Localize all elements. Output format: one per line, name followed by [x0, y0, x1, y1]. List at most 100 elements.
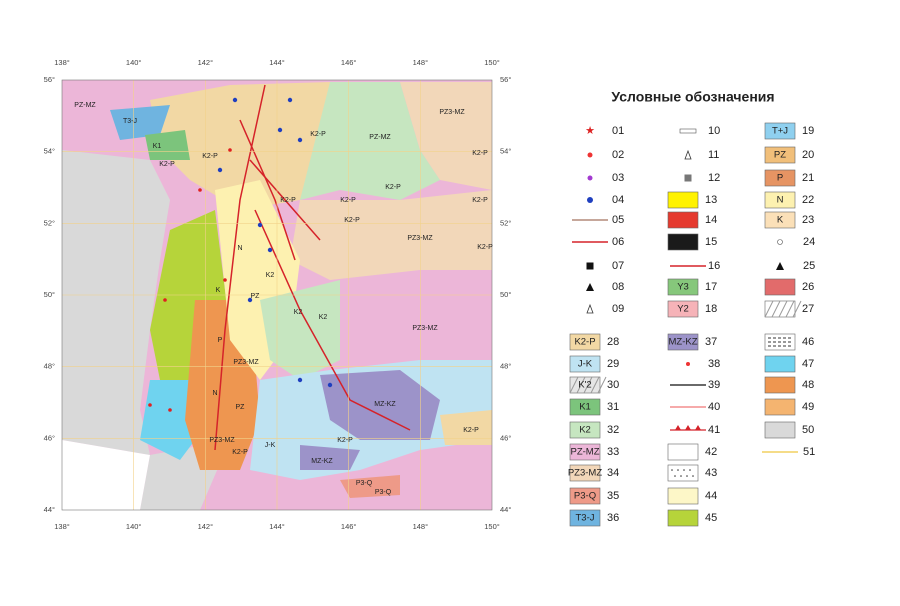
legend-number: 43	[705, 467, 717, 479]
symbol	[776, 262, 784, 270]
legend-number: 46	[802, 336, 814, 348]
region	[145, 130, 190, 160]
legend-code: Y3	[677, 282, 689, 293]
legend-number: 49	[802, 401, 814, 413]
lon-label: 148°	[413, 58, 429, 67]
map-label: N	[237, 245, 242, 252]
region	[320, 370, 440, 440]
map-label: P3-Q	[375, 489, 392, 496]
map-label: K2-P	[280, 197, 296, 204]
legend-number: 14	[705, 214, 717, 226]
map-label: K2-P	[344, 217, 360, 224]
fault	[239, 119, 296, 261]
legend-number: 12	[708, 172, 720, 184]
legend-number: 38	[708, 358, 720, 370]
occurrence	[297, 137, 303, 143]
legend-code: K'2	[578, 380, 591, 391]
legend-number: 07	[612, 260, 624, 272]
legend-number: 36	[607, 512, 619, 524]
legend-code: MZ-KZ	[668, 337, 697, 348]
legend-swatch	[764, 355, 796, 373]
region	[300, 445, 360, 470]
region	[290, 190, 492, 280]
grid	[62, 80, 492, 510]
map-label: MZ-KZ	[374, 401, 396, 408]
lat-label: 46°	[500, 433, 511, 442]
map-label: K1	[153, 143, 162, 150]
symbol	[587, 152, 593, 158]
lat-label: 56°	[44, 75, 55, 84]
hatch	[771, 300, 781, 318]
legend-number: 21	[802, 172, 814, 184]
legend-swatch	[667, 509, 699, 527]
symbol	[587, 197, 593, 203]
legend-swatch	[667, 278, 699, 296]
legend-code: K2	[579, 425, 591, 436]
legend-number: 03	[612, 172, 624, 184]
map-label: K2-P	[310, 131, 326, 138]
legend-code: Y2	[677, 304, 689, 315]
legend-number: 33	[607, 446, 619, 458]
legend-number: 31	[607, 401, 619, 413]
lon-label: 140°	[126, 58, 142, 67]
legend-swatch	[764, 122, 796, 140]
lat-label: 48°	[44, 362, 55, 371]
legend-number: 24	[803, 236, 815, 248]
sea	[62, 440, 150, 510]
legend-number: 51	[803, 446, 815, 458]
lon-label: 144°	[269, 522, 285, 531]
lon-label: 142°	[198, 522, 214, 531]
legend-number: 18	[705, 303, 717, 315]
legend-code: T+J	[772, 126, 788, 137]
fault	[214, 84, 266, 451]
pattern	[683, 469, 685, 471]
legend-swatch	[764, 398, 796, 416]
legend-number: 17	[705, 281, 717, 293]
lat-label: 56°	[500, 75, 511, 84]
legend-swatch	[667, 487, 699, 505]
legend-number: 30	[607, 379, 619, 391]
symbol	[586, 262, 594, 270]
occurrence	[223, 278, 227, 282]
map-label: T3-J	[123, 118, 137, 125]
legend-swatch	[764, 191, 796, 209]
map-label: K2-P	[472, 150, 488, 157]
legend-number: 05	[612, 214, 624, 226]
map-label: PZ3-MZ	[439, 109, 465, 116]
symbol	[586, 283, 594, 291]
map-label: P	[218, 337, 223, 344]
map-label: PZ-MZ	[369, 134, 391, 141]
legend-swatch	[764, 376, 796, 394]
legend-swatch	[569, 509, 601, 527]
hatch	[576, 376, 586, 394]
region	[340, 475, 400, 498]
map-label: K2-P	[202, 153, 218, 160]
legend-swatch	[764, 278, 796, 296]
legend-number: 48	[802, 379, 814, 391]
legend-number: 13	[705, 194, 717, 206]
legend-code: J-K	[578, 359, 593, 370]
map-label: K2-P	[477, 244, 493, 251]
map	[61, 79, 493, 511]
map-label: N	[212, 390, 217, 397]
legend-swatch	[667, 333, 699, 351]
hatch	[583, 376, 593, 394]
legend-swatch	[764, 146, 796, 164]
hatch	[764, 300, 774, 318]
legend-number: 28	[607, 336, 619, 348]
region	[150, 82, 340, 210]
legend-code: K2-P	[574, 337, 595, 348]
pattern	[689, 469, 691, 471]
lon-label: 144°	[269, 58, 285, 67]
occurrence	[168, 408, 172, 412]
legend-swatch	[764, 169, 796, 187]
legend-swatch	[764, 211, 796, 229]
region	[400, 82, 492, 190]
map-label: J-K	[265, 442, 276, 449]
map-labels: PZ-MZ T3-J K1 K2-P K2-P K2-P PZ-MZ PZ3-M…	[74, 102, 493, 496]
map-label: K2-P	[337, 437, 353, 444]
legend-number: 04	[612, 194, 624, 206]
legend-swatch	[764, 421, 796, 439]
legend-number: 37	[705, 336, 717, 348]
legend-swatch	[667, 191, 699, 209]
